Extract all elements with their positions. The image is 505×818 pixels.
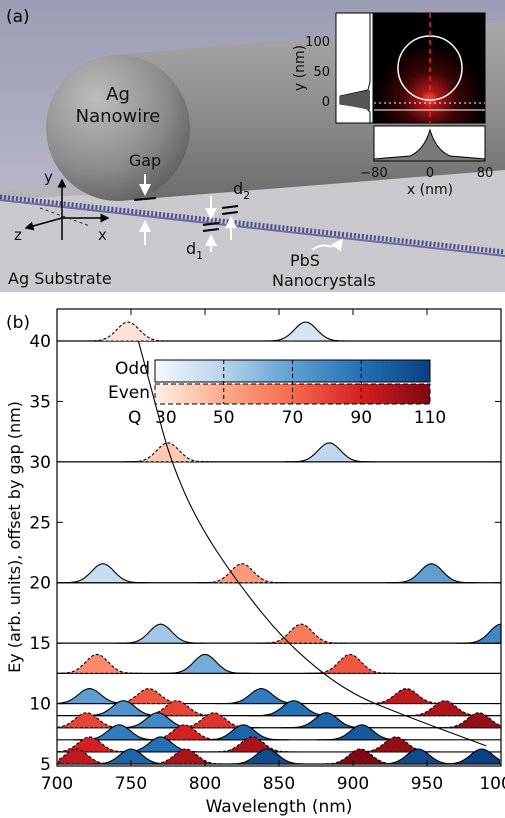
d1-label: d1 (186, 239, 203, 262)
even-mode-peak (57, 736, 135, 753)
guide-curve (137, 340, 487, 747)
y-tick-label: 10 (29, 695, 51, 715)
y-tick-label: 20 (29, 574, 51, 594)
colorbar-tick-label: 110 (414, 408, 446, 428)
spectrum-gap-40 (57, 321, 501, 342)
y-tick-label: 25 (29, 513, 51, 533)
odd-mode-peak (261, 321, 351, 342)
coord-label-z: z (14, 226, 22, 244)
odd-mode-peak (386, 563, 477, 584)
pbs-nanocrystal-chain-shadow (0, 199, 505, 257)
even-mode-peak (256, 623, 347, 644)
odd-mode-peak (222, 748, 312, 765)
y-tick-label: 5 (40, 755, 51, 775)
y-tick-label: 15 (29, 634, 51, 654)
spectrum-gap-15 (57, 623, 502, 644)
d1-bar-1 (202, 222, 220, 226)
y-tick-label: 30 (29, 453, 51, 473)
inset-profile-x-curve (373, 128, 486, 162)
pbs-pointer (311, 238, 344, 252)
inset-xtick-0: 0 (426, 166, 434, 181)
colorbar-tick-label: 90 (350, 408, 372, 428)
x-tick-label: 950 (411, 774, 443, 794)
colorbar-ticks: 30 50 70 90 110 (155, 360, 446, 428)
odd-mode-peak (284, 442, 375, 463)
d2-label: d2 (233, 179, 250, 202)
coord-axis-dashes (39, 207, 91, 227)
odd-mode-peak (160, 653, 250, 674)
ag-nanowire-end (46, 55, 190, 201)
inset-ytick-50: 50 (313, 65, 330, 80)
even-mode-peak (316, 748, 405, 765)
even-mode-peak (360, 688, 452, 705)
inset-ylabel: y (nm) (292, 45, 308, 91)
colorbar-tick-label: 30 (155, 408, 177, 428)
legend-q-label: Q (128, 408, 141, 428)
field-inset: 100 50 0 y (nm) −80 0 80 x (nm) (292, 12, 494, 198)
inset-xtick-80: 80 (477, 166, 494, 181)
y-tick-label: 35 (29, 392, 51, 412)
substrate-label: Ag Substrate (8, 269, 112, 288)
even-mode-peak (83, 321, 173, 342)
panel-b-label: (b) (6, 313, 30, 333)
inset-profile-y-fill (340, 90, 370, 110)
odd-mode-peak (456, 623, 502, 644)
x-tick-label: 900 (337, 774, 369, 794)
even-mode-peak (304, 653, 396, 675)
even-mode-peak (56, 653, 143, 675)
nanowire-label-line2: Nanowire (76, 106, 161, 127)
pbs-label-line1: PbS (290, 251, 320, 270)
y-axis-label: Ey (arb. units), offset by gap (nm) (5, 401, 24, 673)
y-tick-label: 40 (29, 332, 51, 352)
nanowire-label-line1: Ag (106, 84, 130, 105)
even-mode-peak (141, 748, 231, 765)
panel-b: (b) 700 750 800 850 900 950 1000 5 10 15 20 25 30 35… (5, 308, 505, 817)
gap-label: Gap (129, 151, 161, 170)
legend-odd-label: Odd (115, 359, 150, 379)
d1-bar-2 (202, 228, 220, 232)
odd-mode-peak (198, 724, 289, 741)
spectrum-gap-30 (57, 442, 501, 463)
chart-area (56, 321, 502, 765)
gap-bar-top (133, 197, 157, 201)
panel-a-label: (a) (6, 7, 30, 27)
odd-mode-peak (56, 563, 150, 584)
spectrum-gap-20 (56, 563, 501, 584)
inset-ytick-0: 0 (322, 95, 330, 110)
even-mode-peak (123, 442, 213, 463)
x-axis-label: Wavelength (nm) (206, 797, 353, 817)
x-axis: 700 750 800 850 900 950 1000 (41, 309, 505, 794)
x-tick-label: 750 (115, 774, 147, 794)
x-tick-label: 700 (41, 774, 73, 794)
coord-axis-z (24, 217, 63, 231)
even-mode-peak (433, 712, 502, 729)
d2-bar-1 (221, 205, 239, 209)
q-colorbar-legend: Odd Even 30 50 70 90 110 Q (108, 359, 446, 428)
even-mode-peak (197, 563, 287, 584)
legend-even-label: Even (108, 383, 150, 403)
odd-mode-peak (115, 623, 206, 644)
pbs-label-line2: Nanocrystals (272, 271, 376, 290)
x-tick-label: 850 (263, 774, 295, 794)
coord-label-y: y (44, 168, 53, 186)
x-tick-label: 1000 (479, 774, 505, 794)
odd-mode-peak (437, 748, 501, 765)
colorbar-tick-label: 50 (213, 408, 235, 428)
spectrum-gap-7 (57, 724, 501, 741)
x-tick-label: 800 (189, 774, 221, 794)
inset-ytick-100: 100 (305, 35, 330, 50)
colorbar-tick-label: 70 (282, 408, 304, 428)
spectrum-gap-12_5 (56, 653, 501, 675)
d2-bar-2 (221, 211, 239, 215)
even-colorbar (154, 383, 431, 405)
inset-xlabel: x (nm) (407, 182, 453, 198)
even-mode-peak (207, 736, 297, 753)
pbs-nanocrystal-chain (0, 194, 505, 255)
coord-label-x: x (98, 226, 107, 244)
y-axis: 5 10 15 20 25 30 35 40 (29, 332, 501, 775)
panel-a: (a) Ag Nanowire Gap d1 d2 y x z Ag Subst… (0, 0, 505, 292)
inset-xtick-neg80: −80 (360, 166, 387, 181)
